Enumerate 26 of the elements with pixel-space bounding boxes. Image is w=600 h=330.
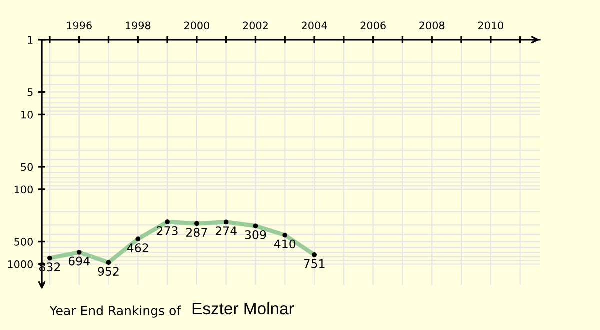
x-tick-label: 1996: [67, 22, 92, 30]
x-tick-label: 2002: [243, 22, 268, 30]
data-label: 694: [68, 256, 90, 266]
data-label: 952: [98, 267, 119, 276]
text: Eszter Molnar: [192, 302, 294, 315]
y-tick-label: 500: [14, 238, 33, 246]
data-label: 309: [245, 230, 266, 240]
data-label: 751: [304, 260, 325, 268]
text: Year End Rankings of: [50, 306, 182, 318]
x-tick-label: 2006: [360, 22, 386, 30]
data-label: 410: [274, 240, 296, 249]
data-label: 287: [186, 228, 208, 238]
data-label: 273: [157, 226, 178, 236]
y-tick-label: 1000: [8, 260, 33, 268]
x-tick-label: 1998: [126, 22, 151, 30]
data-label: 462: [127, 244, 148, 252]
y-tick-label: 5: [28, 88, 33, 96]
y-tick-label: 10: [22, 110, 33, 119]
y-tick-label: 50: [21, 163, 33, 172]
y-tick-label: 1: [28, 36, 33, 44]
x-tick-label: 2008: [420, 22, 445, 30]
x-tick-label: 2004: [302, 22, 328, 30]
x-tick-label: 2010: [478, 22, 504, 30]
data-label: 274: [216, 226, 237, 236]
x-tick-label: 2000: [184, 22, 210, 30]
y-tick-label: 100: [14, 186, 33, 194]
